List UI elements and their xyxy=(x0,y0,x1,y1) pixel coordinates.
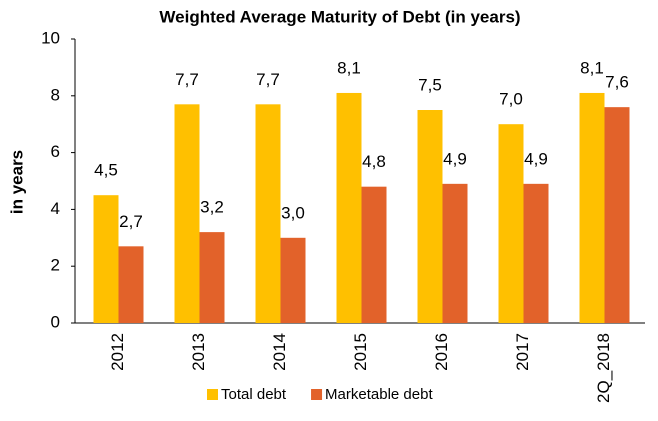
y-tick-label: 2 xyxy=(51,256,60,275)
legend-swatch xyxy=(311,389,323,400)
x-tick-label: 2017 xyxy=(513,333,532,371)
bar xyxy=(498,124,524,323)
legend-label: Total debt xyxy=(221,386,287,403)
x-tick-label: 2015 xyxy=(351,333,370,371)
value-label: 4,5 xyxy=(94,161,118,180)
chart-title: Weighted Average Maturity of Debt (in ye… xyxy=(159,7,520,26)
x-tick-label: 2016 xyxy=(432,333,451,371)
value-label: 4,9 xyxy=(524,149,548,168)
value-label: 3,0 xyxy=(281,203,305,222)
y-tick-label: 4 xyxy=(51,199,60,218)
value-label: 4,8 xyxy=(362,152,386,171)
bar xyxy=(93,195,119,323)
value-label: 8,1 xyxy=(337,58,361,77)
bar xyxy=(604,107,630,323)
value-label: 2,7 xyxy=(119,212,143,231)
y-tick-label: 10 xyxy=(41,28,60,47)
x-tick-label: 2013 xyxy=(189,333,208,371)
bar xyxy=(579,92,605,324)
legend-swatch xyxy=(207,389,218,400)
bar xyxy=(361,186,387,323)
value-label: 7,6 xyxy=(605,73,629,92)
value-label: 7,7 xyxy=(256,70,280,89)
bar xyxy=(174,104,200,323)
bar xyxy=(523,183,549,323)
y-tick-label: 6 xyxy=(51,142,60,161)
bar xyxy=(280,237,306,323)
bar xyxy=(118,246,144,323)
value-label: 7,5 xyxy=(418,75,442,94)
value-label: 8,1 xyxy=(580,58,604,77)
bar xyxy=(255,104,281,323)
legend-label: Marketable debt xyxy=(325,386,433,403)
bar xyxy=(417,110,443,323)
bar xyxy=(199,232,225,323)
bar xyxy=(442,183,468,323)
x-tick-label: 2Q_2018 xyxy=(594,333,613,403)
y-axis-title: in years xyxy=(7,150,26,214)
bar xyxy=(336,92,362,324)
y-tick-label: 8 xyxy=(51,85,60,104)
value-label: 7,0 xyxy=(499,90,523,109)
x-tick-label: 2012 xyxy=(108,333,127,371)
value-label: 3,2 xyxy=(200,198,224,217)
value-label: 4,9 xyxy=(443,149,467,168)
x-tick-label: 2014 xyxy=(270,333,289,371)
y-tick-label: 0 xyxy=(51,312,60,331)
value-label: 7,7 xyxy=(175,70,199,89)
